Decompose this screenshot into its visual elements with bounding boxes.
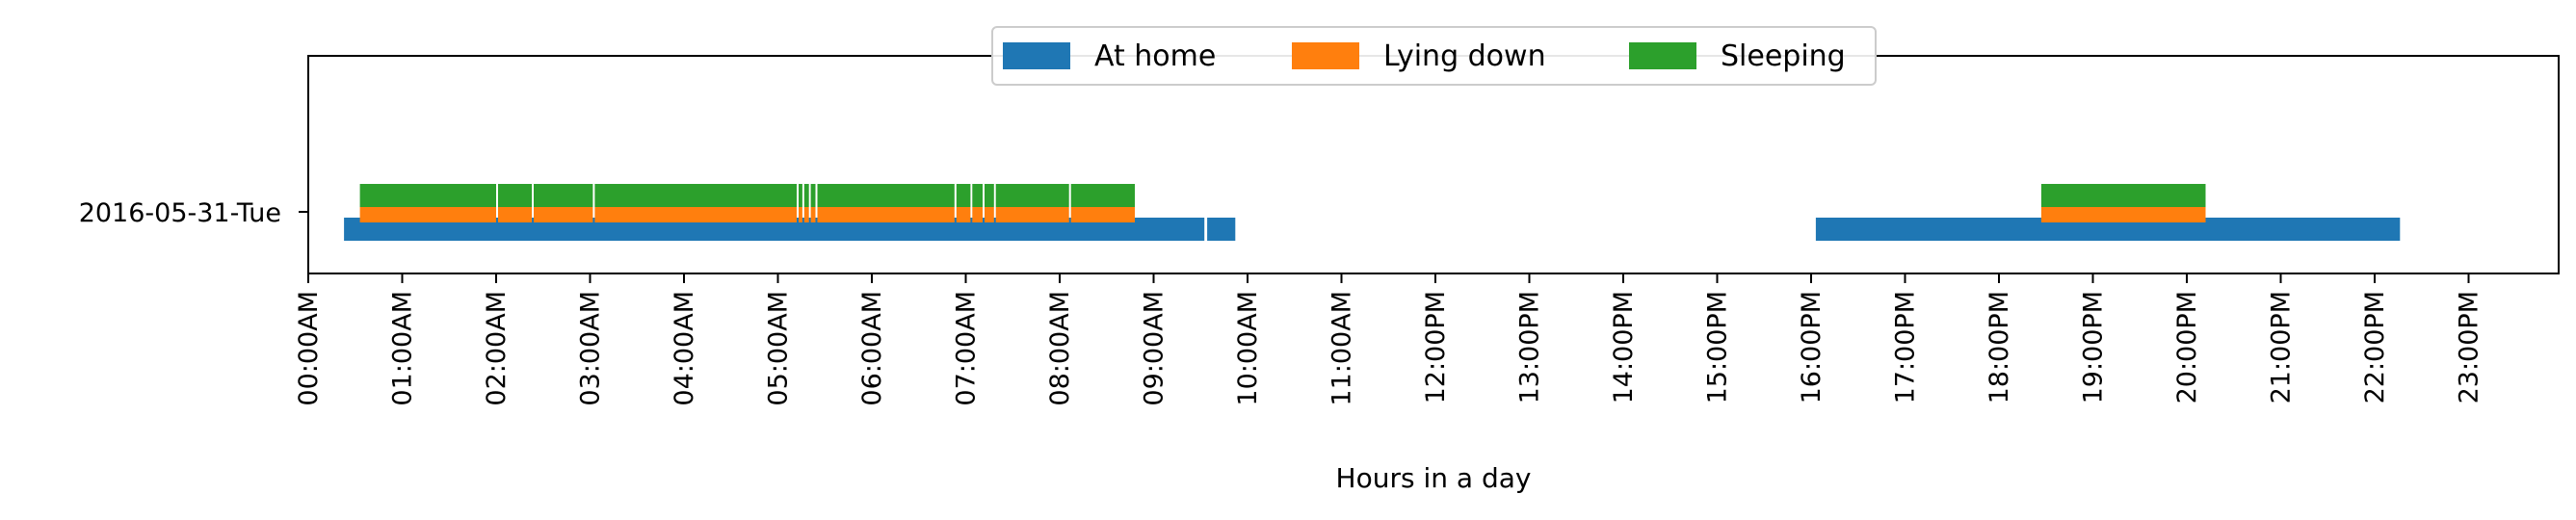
plot-frame [307, 55, 2560, 274]
x-tick-label: 08:00AM [1045, 291, 1075, 406]
bar-segment [534, 184, 593, 207]
bar-segment [956, 207, 971, 222]
x-tick-label: 04:00AM [670, 291, 699, 406]
x-tick-label: 00:00AM [294, 291, 324, 406]
bar-segment [799, 207, 802, 222]
bar-segment [985, 207, 994, 222]
bar-segment [817, 207, 955, 222]
legend-swatch [1629, 42, 1696, 69]
x-tick-label: 16:00PM [1797, 291, 1827, 403]
x-tick-label: 03:00AM [576, 291, 606, 406]
bar-segment [956, 184, 971, 207]
x-tick-label: 10:00AM [1233, 291, 1263, 406]
bar-segment [803, 184, 809, 207]
x-tick-label: 15:00PM [1703, 291, 1733, 403]
bar-segment [1207, 218, 1236, 241]
bar-segment [810, 207, 816, 222]
legend-swatch [1292, 42, 1359, 69]
bar-segment [594, 207, 797, 222]
legend-label: Lying down [1383, 39, 1546, 73]
x-tick-label: 11:00AM [1327, 291, 1357, 406]
x-tick-label: 21:00PM [2267, 291, 2297, 403]
legend-label: At home [1094, 39, 1216, 73]
bar-segment [985, 184, 994, 207]
x-axis: 00:00AM 01:00AM 02:00AM 03:00AM 04:00AM 05:00… [294, 273, 2484, 406]
y-axis: 2016-05-31-Tue [79, 198, 308, 228]
bar-segment [803, 207, 809, 222]
x-tick-label: 17:00PM [1891, 291, 1921, 403]
x-tick-label: 18:00PM [1985, 291, 2014, 403]
x-tick-label: 09:00AM [1140, 291, 1170, 406]
bar-segment [498, 207, 533, 222]
x-tick-label: 13:00PM [1515, 291, 1545, 403]
x-axis-label: Hours in a day [1336, 462, 1532, 494]
bar-segment [498, 184, 533, 207]
bar-segment [2040, 184, 2206, 207]
bar-segment [972, 207, 983, 222]
bar-segment [2040, 207, 2206, 222]
x-tick-label: 05:00AM [764, 291, 794, 406]
x-tick-label: 23:00PM [2455, 291, 2484, 403]
bar-segment [359, 207, 496, 222]
x-tick-label: 20:00PM [2172, 291, 2202, 403]
bars-layer [344, 184, 2401, 241]
bar-segment [972, 184, 983, 207]
y-tick-label: 2016-05-31-Tue [79, 198, 281, 228]
legend-frame [991, 26, 1877, 86]
series-sleeping [359, 184, 2206, 207]
bar-segment [1070, 184, 1135, 207]
x-tick-label: 06:00AM [857, 291, 887, 406]
legend-label: Sleeping [1721, 39, 1846, 73]
x-tick-label: 12:00PM [1421, 291, 1451, 403]
legend-swatch [1003, 42, 1070, 69]
x-tick-label: 02:00AM [482, 291, 512, 406]
bar-segment [594, 184, 797, 207]
x-tick-label: 22:00PM [2360, 291, 2390, 403]
legend: At home Lying down Sleeping [991, 26, 1877, 86]
bar-segment [534, 207, 593, 222]
x-tick-label: 14:00PM [1609, 291, 1639, 403]
bar-segment [810, 184, 816, 207]
bar-segment [1070, 207, 1135, 222]
x-tick-label: 01:00AM [388, 291, 418, 406]
bar-segment [799, 184, 802, 207]
bar-segment [817, 184, 955, 207]
bar-segment [359, 184, 496, 207]
x-tick-label: 19:00PM [2079, 291, 2109, 403]
bar-segment [995, 184, 1069, 207]
series-lying-down [359, 207, 2206, 222]
bar-segment [995, 207, 1069, 222]
x-tick-label: 07:00AM [952, 291, 982, 406]
